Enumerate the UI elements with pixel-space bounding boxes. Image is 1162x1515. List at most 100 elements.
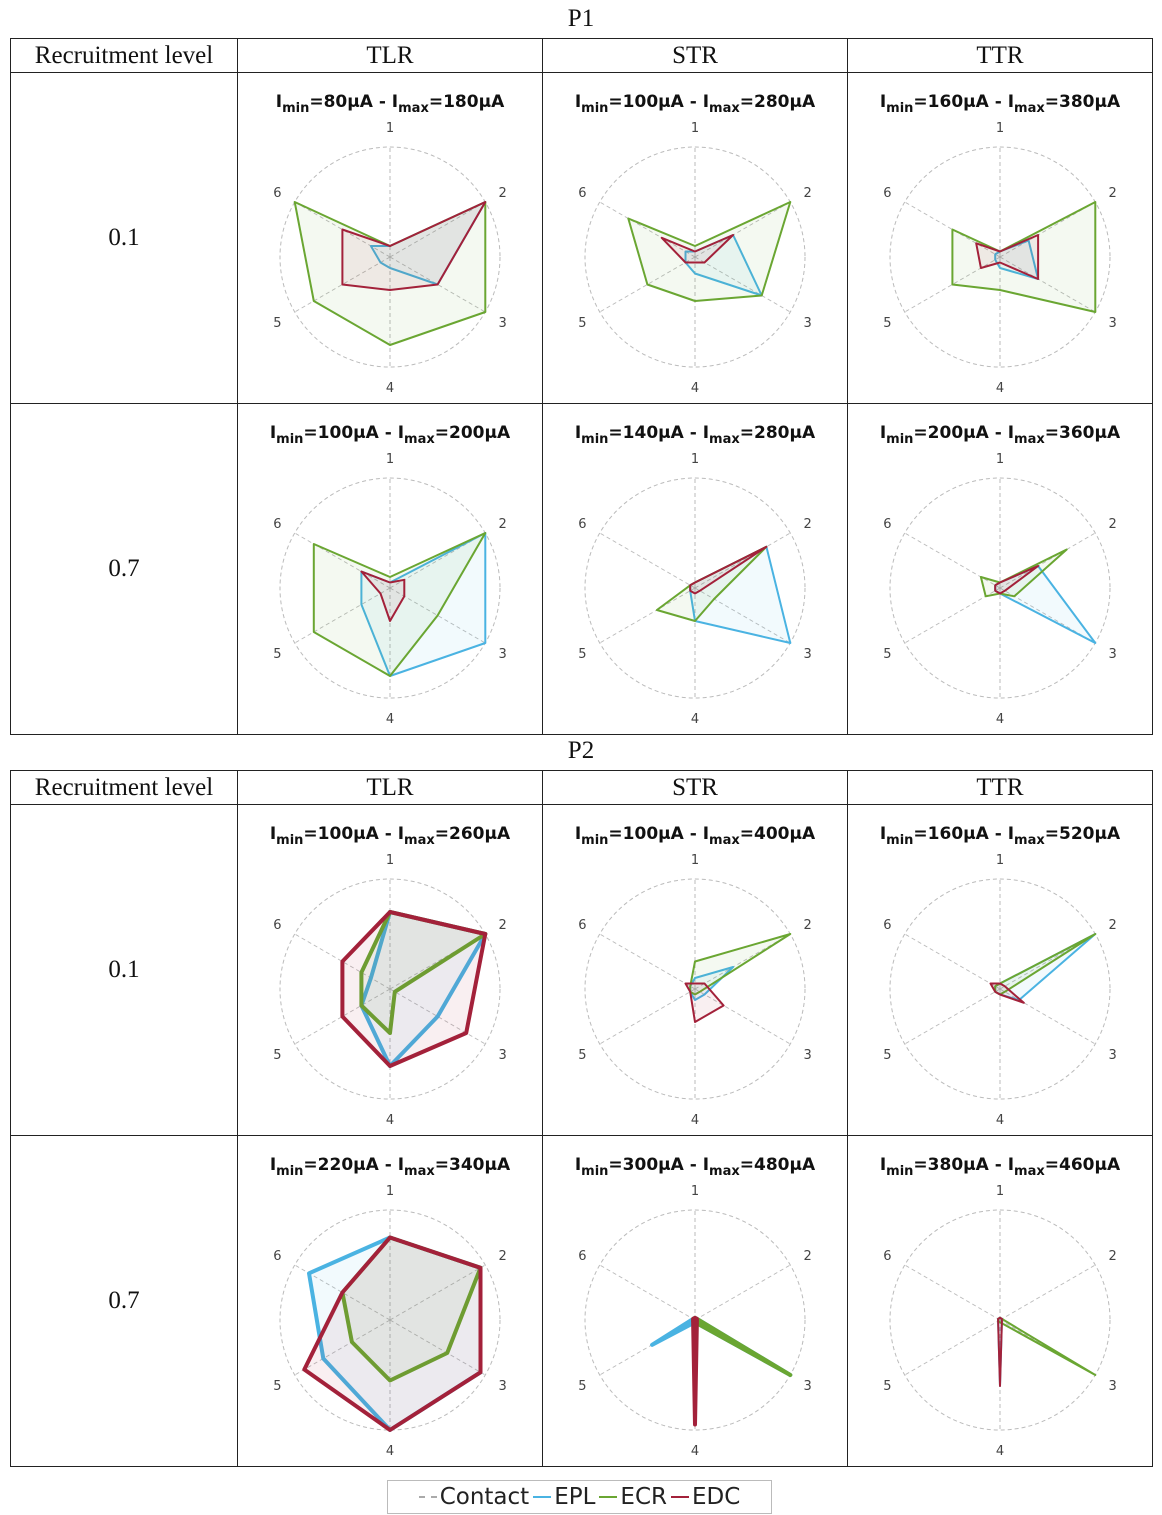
radar-chart: Imin=100µA - Imax=260µA 1 2 3 4 5 6 xyxy=(270,824,511,1128)
table-p2: Recruitment level TLR STR TTR 0.1 Imin=1… xyxy=(10,770,1153,1467)
axis-label: 6 xyxy=(578,918,586,933)
axis-label: 2 xyxy=(498,517,506,532)
axis-spoke xyxy=(904,933,1001,990)
axis-label: 1 xyxy=(996,853,1004,868)
axis-label: 3 xyxy=(803,316,811,331)
header-str: STR xyxy=(542,770,848,805)
series-edc xyxy=(975,234,1040,280)
axis-label: 1 xyxy=(691,121,699,136)
radar-cell: Imin=100µA - Imax=400µA 1 2 3 4 5 6 xyxy=(542,804,848,1136)
legend-item-epl: EPL xyxy=(533,1484,595,1510)
axis-label: 6 xyxy=(578,517,586,532)
header-ttr: TTR xyxy=(847,770,1153,805)
imax-value: =340µA xyxy=(435,1155,511,1175)
imax-value: =400µA xyxy=(740,824,816,844)
legend-swatch xyxy=(670,1496,689,1498)
axis-label: 5 xyxy=(883,316,891,331)
axis-spoke xyxy=(904,1319,1001,1376)
axis-label: 6 xyxy=(273,517,281,532)
level-label: 0.7 xyxy=(10,403,238,735)
imin-value: =100µA - I xyxy=(303,423,404,443)
axis-spoke xyxy=(599,988,696,1045)
axis-label: 2 xyxy=(1108,1249,1116,1264)
series-edc xyxy=(684,982,725,1023)
axis-label: 3 xyxy=(803,647,811,662)
contact-circle xyxy=(584,146,806,368)
legend-swatch xyxy=(599,1496,618,1498)
series-edc xyxy=(691,1315,699,1427)
axis-spoke xyxy=(904,532,1001,589)
axis-label: 1 xyxy=(996,452,1004,467)
imin-value: =100µA - I xyxy=(608,824,709,844)
imax-value: =180µA xyxy=(429,92,505,112)
legend: Contact EPL ECR EDC xyxy=(387,1480,772,1514)
axis-label: 1 xyxy=(996,121,1004,136)
radar-chart: Imin=100µA - Imax=200µA 1 2 3 4 5 6 xyxy=(270,423,511,727)
contact-circle xyxy=(889,1209,1111,1431)
legend-label: Contact xyxy=(439,1484,530,1510)
axis-spoke xyxy=(294,256,391,313)
axis-label: 5 xyxy=(578,316,586,331)
legend-item-contact: Contact xyxy=(418,1484,530,1510)
legend-label: ECR xyxy=(620,1484,667,1510)
axis-label: 4 xyxy=(386,712,394,727)
radar-chart: Imin=80µA - Imax=180µA 1 2 3 4 5 6 xyxy=(273,92,506,396)
imax-value: =460µA xyxy=(1045,1155,1121,1175)
series-edc xyxy=(341,201,487,291)
axis-label: 1 xyxy=(691,1184,699,1199)
axis-spoke xyxy=(599,587,696,644)
series-epl xyxy=(650,1315,793,1377)
axis-spoke xyxy=(904,256,1001,313)
participant-title-p1: P1 xyxy=(567,5,595,32)
axis-spoke xyxy=(389,1264,486,1321)
radar-cell: Imin=200µA - Imax=360µA 1 2 3 4 5 6 xyxy=(847,403,1153,735)
axis-label: 2 xyxy=(1108,517,1116,532)
axis-spoke xyxy=(694,532,791,589)
contact-circle xyxy=(584,477,806,699)
radar-cell: Imin=300µA - Imax=480µA 1 2 3 4 5 6 xyxy=(542,1135,848,1467)
imin-value: =80µA - I xyxy=(309,92,398,112)
axis-spoke xyxy=(904,1264,1001,1321)
axis-label: 2 xyxy=(1108,186,1116,201)
radar-cell: Imin=220µA - Imax=340µA 1 2 3 4 5 6 xyxy=(237,1135,543,1467)
axis-label: 1 xyxy=(691,452,699,467)
axis-label: 6 xyxy=(883,517,891,532)
axis-label: 1 xyxy=(386,452,394,467)
contact-circle xyxy=(584,1209,806,1431)
axis-label: 4 xyxy=(386,1444,394,1459)
axis-label: 1 xyxy=(386,121,394,136)
axis-label: 4 xyxy=(386,1113,394,1128)
axis-spoke xyxy=(904,201,1001,258)
header-tlr: TLR xyxy=(237,38,543,73)
radar-chart: Imin=100µA - Imax=400µA 1 2 3 4 5 6 xyxy=(575,824,816,1128)
axis-spoke xyxy=(389,256,486,313)
axis-label: 3 xyxy=(1108,1379,1116,1394)
axis-spoke xyxy=(294,933,391,990)
axis-spoke xyxy=(694,587,791,644)
radar-chart: Imin=200µA - Imax=360µA 1 2 3 4 5 6 xyxy=(880,423,1121,727)
axis-label: 5 xyxy=(273,1379,281,1394)
radar-chart: Imin=300µA - Imax=480µA 1 2 3 4 5 6 xyxy=(575,1155,816,1459)
level-label: 0.7 xyxy=(10,1135,238,1467)
axis-label: 6 xyxy=(273,1249,281,1264)
panel-title: Imin=80µA - Imax=180µA xyxy=(276,92,505,116)
contact-circle xyxy=(584,878,806,1100)
radar-cell: Imin=160µA - Imax=520µA 1 2 3 4 5 6 xyxy=(847,804,1153,1136)
series-edc xyxy=(302,1235,483,1432)
axis-spoke xyxy=(599,1264,696,1321)
axis-label: 1 xyxy=(996,1184,1004,1199)
header-recruitment-level: Recruitment level xyxy=(10,770,238,805)
legend-swatch xyxy=(533,1496,552,1498)
axis-label: 2 xyxy=(498,1249,506,1264)
axis-label: 3 xyxy=(803,1379,811,1394)
axis-spoke xyxy=(389,201,486,258)
series-epl xyxy=(994,239,1040,280)
axis-spoke xyxy=(999,1264,1096,1321)
axis-label: 2 xyxy=(498,918,506,933)
imin-value: =220µA - I xyxy=(303,1155,404,1175)
panel-title: Imin=160µA - Imax=380µA xyxy=(880,92,1121,116)
axis-label: 4 xyxy=(996,712,1004,727)
series-edc xyxy=(340,910,488,1068)
panel-title: Imin=160µA - Imax=520µA xyxy=(880,824,1121,848)
contact-circle xyxy=(889,146,1111,368)
